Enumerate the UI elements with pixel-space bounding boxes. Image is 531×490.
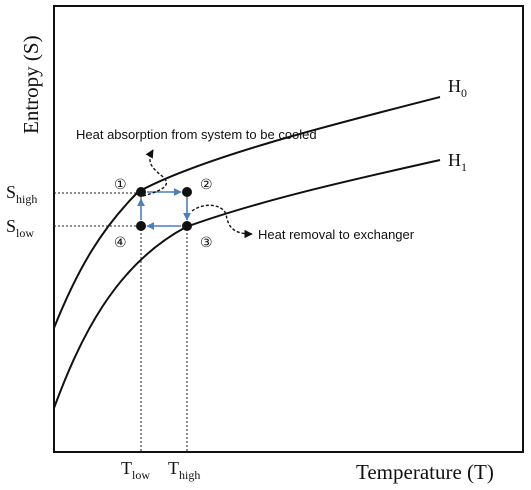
heat-absorption-arrow xyxy=(142,149,168,197)
y-axis-label: Entropy (S) xyxy=(19,35,43,134)
point-label-4: ④ xyxy=(114,234,127,250)
curve-label-h1: H1 xyxy=(448,150,467,174)
x-tick-t-low: Tlow xyxy=(121,458,150,482)
state-point-1 xyxy=(136,187,146,197)
state-point-4 xyxy=(136,221,146,231)
curve-label-h0: H0 xyxy=(448,76,467,100)
heat-absorption-label: Heat absorption from system to be cooled xyxy=(76,127,317,142)
point-label-3: ③ xyxy=(200,234,213,250)
state-point-3 xyxy=(182,221,192,231)
curve-h0 xyxy=(53,96,441,329)
state-point-2 xyxy=(182,187,192,197)
y-tick-s-high: Shigh xyxy=(6,182,37,206)
point-label-2: ② xyxy=(200,176,213,192)
point-label-1: ① xyxy=(114,176,127,192)
heat-removal-arrow xyxy=(191,204,253,239)
heat-removal-label: Heat removal to exchanger xyxy=(258,227,415,242)
x-tick-t-high: Thigh xyxy=(168,458,200,482)
y-tick-s-low: Slow xyxy=(6,216,34,240)
plot-frame xyxy=(53,5,524,453)
x-axis-label: Temperature (T) xyxy=(356,460,494,484)
curve-h1 xyxy=(53,159,441,409)
